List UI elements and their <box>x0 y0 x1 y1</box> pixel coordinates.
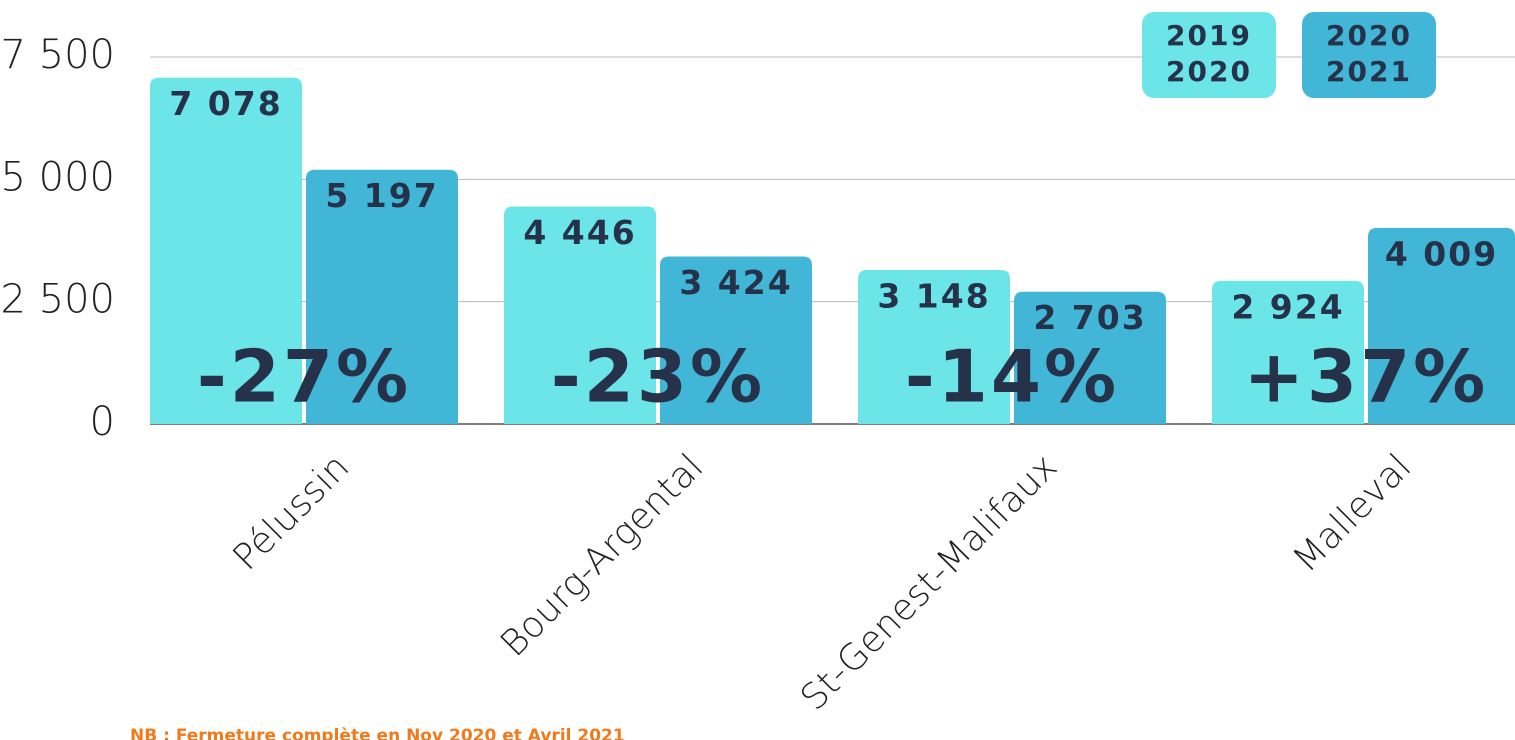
value-label: 4 446 <box>523 213 636 252</box>
value-label: 3 424 <box>679 263 792 302</box>
x-tick-label: St-Genest-Malifaux <box>793 446 1065 718</box>
y-tick-label: 7 500 <box>0 32 115 78</box>
y-tick-label: 2 500 <box>0 277 115 323</box>
legend-item: 2020 2021 <box>1302 12 1436 98</box>
value-label: 7 078 <box>169 84 282 123</box>
change-annotation: -23% <box>551 335 765 419</box>
value-label: 5 197 <box>325 176 438 215</box>
bar <box>150 77 302 424</box>
legend-item: 2019 2020 <box>1142 12 1276 98</box>
change-annotation: +37% <box>1244 335 1489 419</box>
bar <box>1014 291 1166 424</box>
bar <box>1368 227 1515 424</box>
change-annotation: -27% <box>197 335 411 419</box>
x-tick-label: Malleval <box>1285 446 1419 580</box>
value-label: 2 924 <box>1231 287 1344 326</box>
note: NB : Fermeture complète en Nov 2020 et A… <box>130 726 625 740</box>
value-label: 2 703 <box>1033 298 1146 337</box>
bar <box>1212 280 1364 424</box>
change-annotation: -14% <box>905 335 1119 419</box>
bar <box>504 206 656 424</box>
bar <box>858 269 1010 424</box>
value-label: 3 148 <box>877 276 990 315</box>
value-label: 4 009 <box>1385 234 1498 273</box>
bar <box>660 256 812 424</box>
x-tick-label: Pélussin <box>225 446 357 578</box>
x-tick-label: Bourg-Argental <box>493 446 711 664</box>
y-tick-label: 0 <box>90 399 115 445</box>
bar <box>306 169 458 424</box>
y-tick-label: 5 000 <box>0 154 115 200</box>
